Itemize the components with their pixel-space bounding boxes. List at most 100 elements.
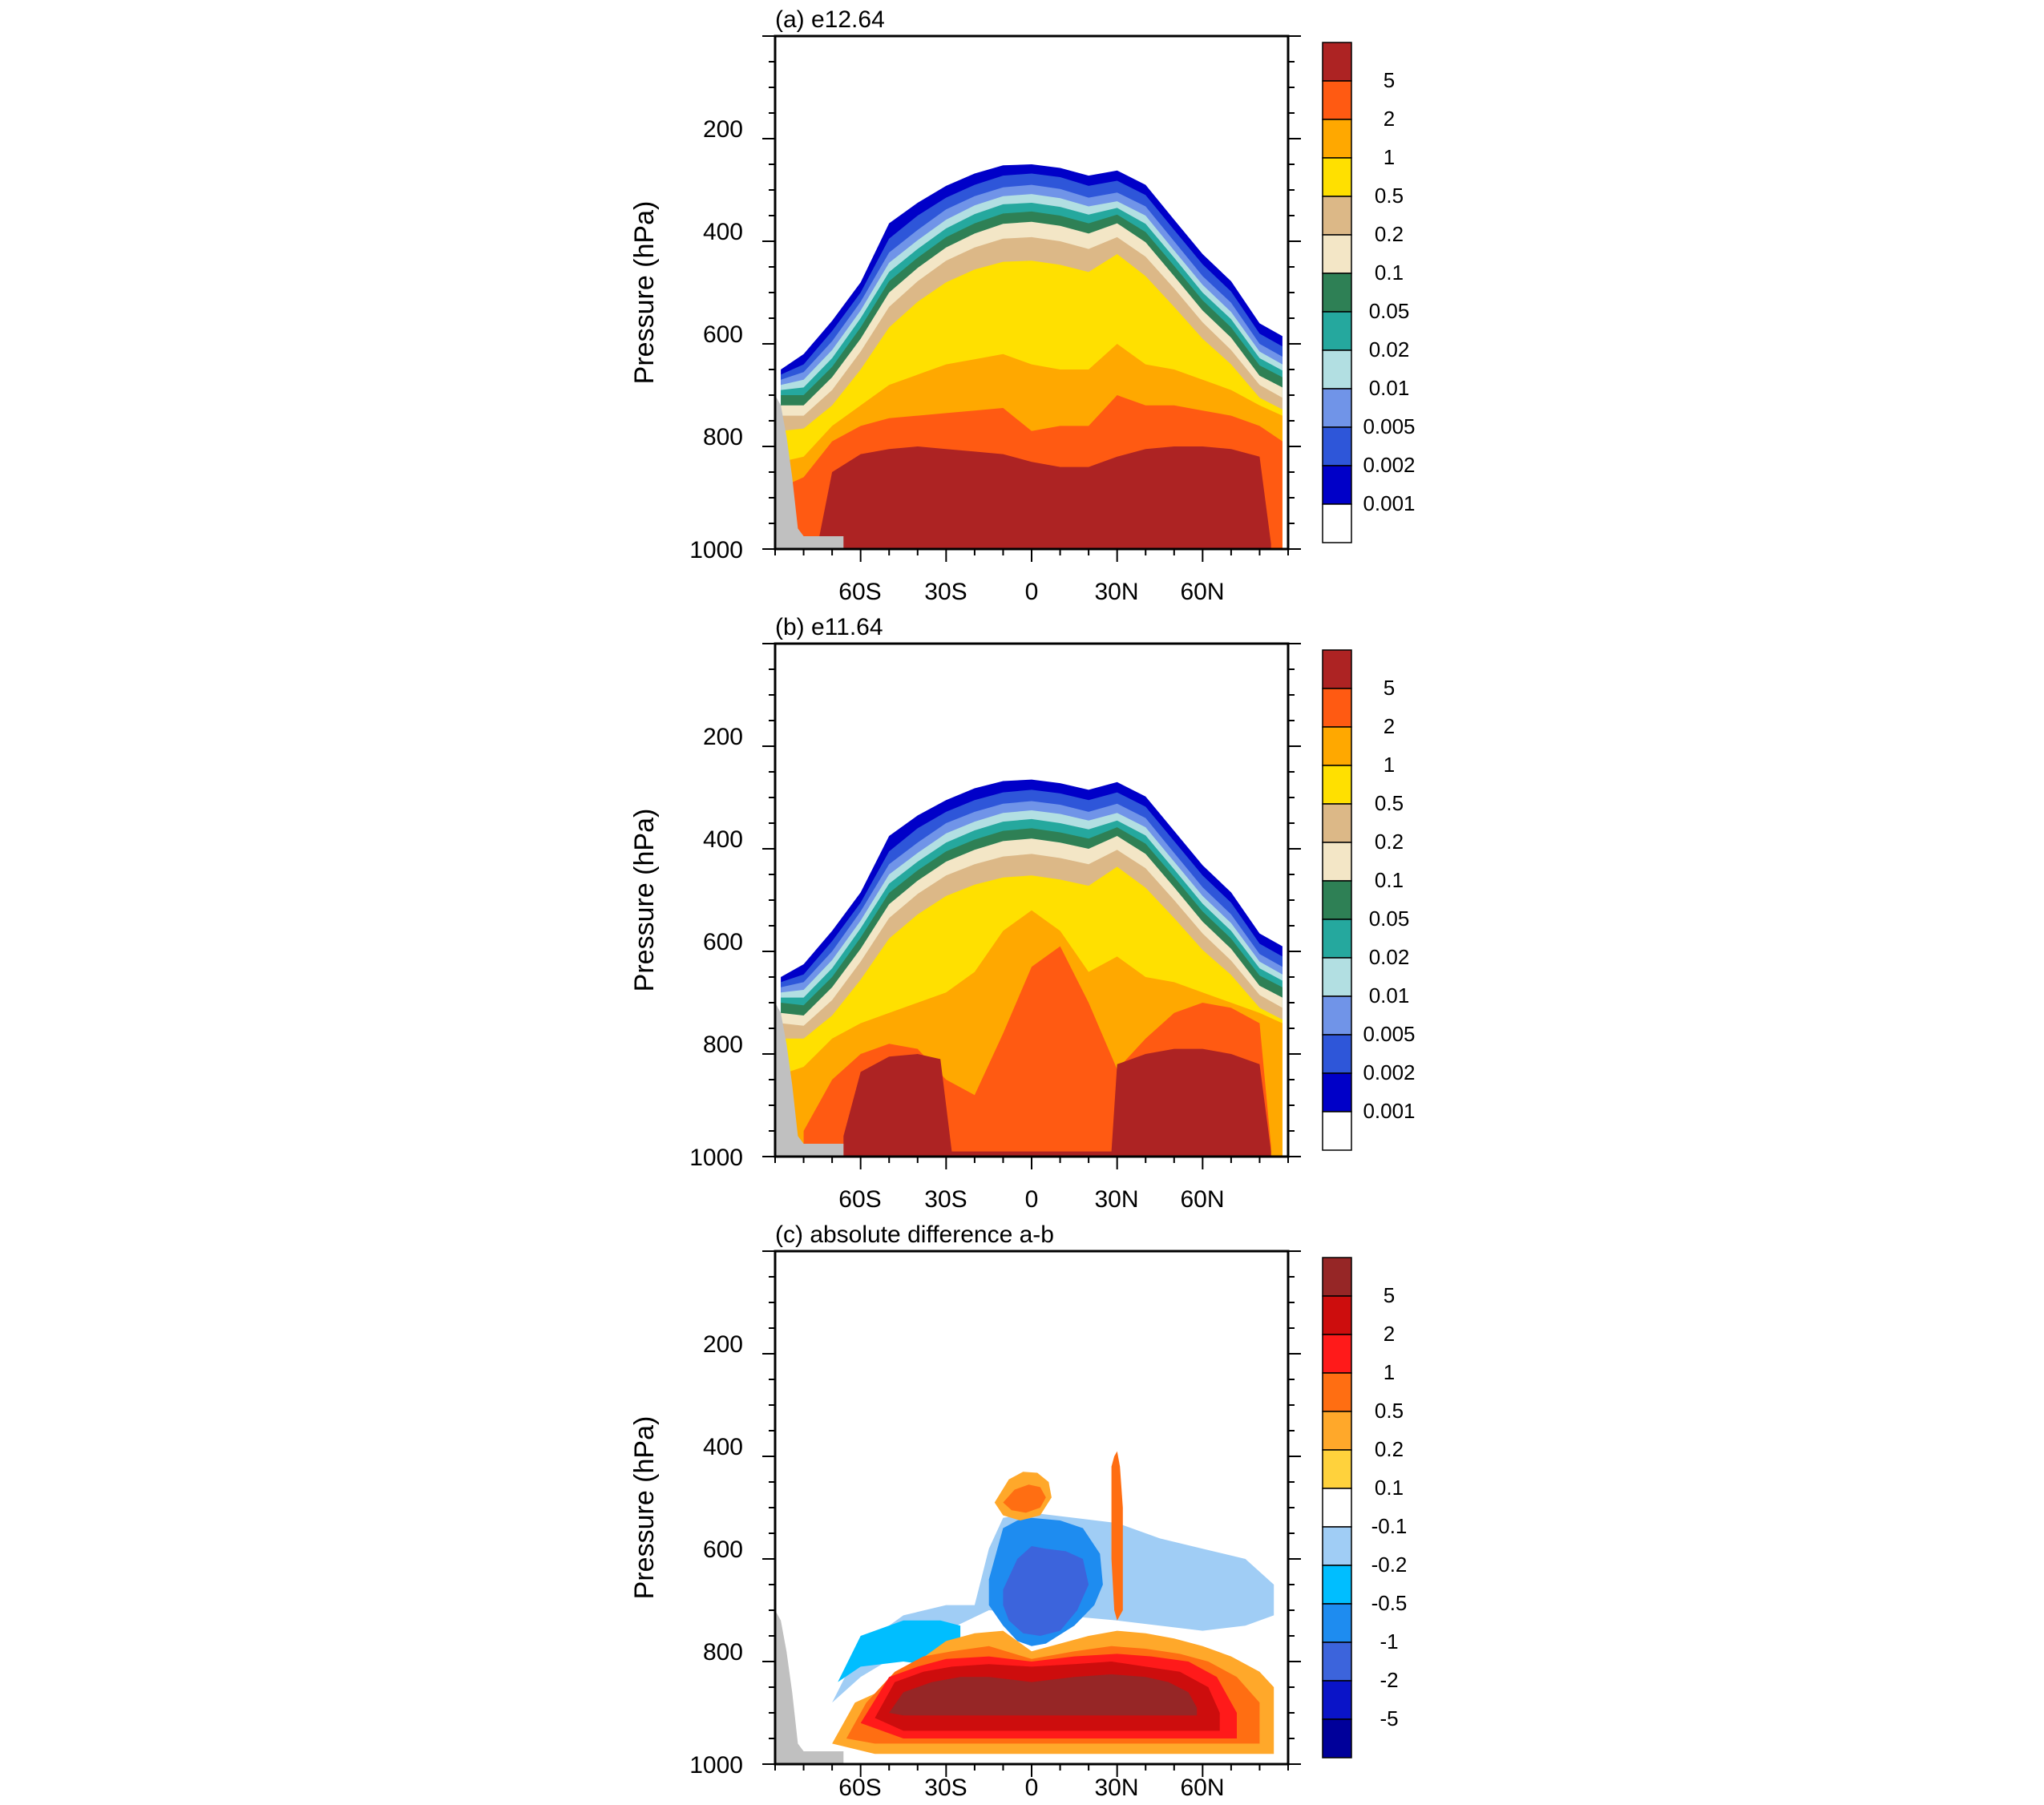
colorbar-box	[1322, 1488, 1352, 1528]
contour-fills	[775, 779, 1283, 1157]
y-tick-label: 200	[703, 116, 743, 143]
x-tick-label: 60N	[1180, 1775, 1224, 1801]
colorbar-label: 0.5	[1375, 184, 1404, 208]
colorbar-box	[1322, 1680, 1352, 1720]
colorbar-label: 0.5	[1375, 1399, 1404, 1423]
colorbar-box	[1322, 880, 1352, 920]
colorbar-label: 0.005	[1363, 414, 1415, 438]
topography-mask	[775, 1610, 844, 1764]
colorbar-label: -0.1	[1371, 1514, 1408, 1538]
colorbar-box	[1322, 503, 1352, 543]
x-tick-label: 60S	[838, 1775, 881, 1801]
colorbar-box	[1322, 1641, 1352, 1682]
y-tick-label: 1000	[689, 537, 743, 563]
contour-region	[1111, 1451, 1123, 1621]
y-tick-label: 600	[703, 929, 743, 955]
contour-fills	[775, 164, 1283, 549]
contour-region	[838, 1620, 961, 1682]
colorbar-box	[1322, 726, 1352, 766]
colorbar-box	[1322, 465, 1352, 505]
x-tick-label: 0	[1025, 579, 1039, 605]
colorbar-label: 5	[1384, 68, 1395, 92]
colorbar-label: 0.2	[1375, 830, 1404, 854]
contour-band	[843, 1048, 1271, 1157]
colorbar-label: -0.5	[1371, 1591, 1408, 1615]
x-tick-label: 30N	[1094, 1775, 1138, 1801]
y-tick-label: 1000	[689, 1752, 743, 1779]
colorbar-box	[1322, 1449, 1352, 1489]
colorbar-label: 0.1	[1375, 260, 1404, 285]
y-tick-label: 400	[703, 826, 743, 853]
colorbar-box	[1322, 995, 1352, 1036]
colorbar-label: 0.1	[1375, 1476, 1404, 1500]
y-tick-label: 400	[703, 1434, 743, 1460]
colorbar-box	[1322, 157, 1352, 197]
colorbar-label: 2	[1384, 1322, 1395, 1346]
x-tick-label: 30S	[924, 1186, 967, 1213]
colorbar-box	[1322, 1526, 1352, 1566]
colorbar-label: 0.2	[1375, 1437, 1404, 1461]
contour-fills	[775, 1451, 1274, 1764]
colorbar-box	[1322, 1257, 1352, 1297]
colorbar-box	[1322, 1718, 1352, 1759]
topography-mask	[775, 1003, 844, 1157]
panel-title: (c) absolute difference a-b	[775, 1222, 1054, 1248]
colorbar-box	[1322, 1034, 1352, 1074]
colorbar-label: 0.002	[1363, 453, 1415, 477]
y-tick-label: 1000	[689, 1145, 743, 1171]
panel-title: (b) e11.64	[775, 614, 883, 640]
panel-a: (a) e12.64 Pressure (hPa) 200 400 600 80…	[629, 6, 1416, 605]
colorbar-label: 0.001	[1363, 491, 1415, 515]
colorbar-label: 0.005	[1363, 1022, 1415, 1046]
y-tick-label: 800	[703, 1032, 743, 1058]
colorbar-box	[1322, 1411, 1352, 1451]
colorbar-label: 0.02	[1369, 337, 1410, 361]
colorbar-box	[1322, 1072, 1352, 1112]
colorbar-label: 1	[1384, 1360, 1395, 1384]
colorbar-label: 5	[1384, 1283, 1395, 1307]
colorbar-label: -1	[1379, 1629, 1398, 1654]
y-tick-label: 600	[703, 321, 743, 348]
y-axis-label: Pressure (hPa)	[629, 809, 660, 992]
colorbar-label: 0.1	[1375, 868, 1404, 892]
colorbar-label: 0.05	[1369, 299, 1410, 323]
colorbar-box	[1322, 1603, 1352, 1643]
topography-mask	[775, 395, 844, 549]
x-tick-labels: 60S 30S 0 30N 60N	[838, 1186, 1224, 1213]
colorbar-label: 1	[1384, 753, 1395, 777]
panel-b: (b) e11.64 Pressure (hPa) 200 400 600 80…	[629, 614, 1416, 1213]
colorbar-label: -5	[1379, 1706, 1398, 1730]
colorbar-box	[1322, 234, 1352, 274]
colorbar-label: 0.02	[1369, 945, 1410, 969]
colorbar-box	[1322, 273, 1352, 313]
colorbar-labels: 5 2 1 0.5 0.2 0.1 -0.1 -0.2 -0.5 -1 -2 -…	[1371, 1283, 1408, 1730]
colorbar-label: 2	[1384, 107, 1395, 131]
y-tick-label: 200	[703, 724, 743, 750]
colorbar-box	[1322, 1334, 1352, 1374]
contour-region	[889, 1674, 1198, 1716]
panel-c: (c) absolute difference a-b Pressure (hP…	[629, 1222, 1407, 1801]
x-tick-label: 60S	[838, 579, 881, 605]
colorbar-box	[1322, 196, 1352, 236]
x-tick-label: 30N	[1094, 579, 1138, 605]
colorbar-label: 0.01	[1369, 376, 1410, 400]
x-tick-label: 30N	[1094, 1186, 1138, 1213]
colorbar-label: 0.05	[1369, 907, 1410, 931]
y-tick-label: 400	[703, 219, 743, 245]
colorbar-label: 5	[1384, 676, 1395, 700]
colorbar-label: 0.001	[1363, 1099, 1415, 1123]
colorbar-box	[1322, 349, 1352, 390]
colorbar-label: 2	[1384, 714, 1395, 738]
y-tick-label: 600	[703, 1536, 743, 1563]
y-axis-label: Pressure (hPa)	[629, 1416, 660, 1600]
colorbar-box	[1322, 688, 1352, 728]
x-tick-label: 0	[1025, 1186, 1039, 1213]
colorbar-box	[1322, 311, 1352, 351]
colorbar-box	[1322, 388, 1352, 428]
contour-region	[1003, 1546, 1089, 1636]
x-tick-label: 0	[1025, 1775, 1039, 1801]
colorbar-box	[1322, 119, 1352, 159]
colorbar-label: -0.2	[1371, 1553, 1408, 1577]
colorbar-box	[1322, 42, 1352, 82]
